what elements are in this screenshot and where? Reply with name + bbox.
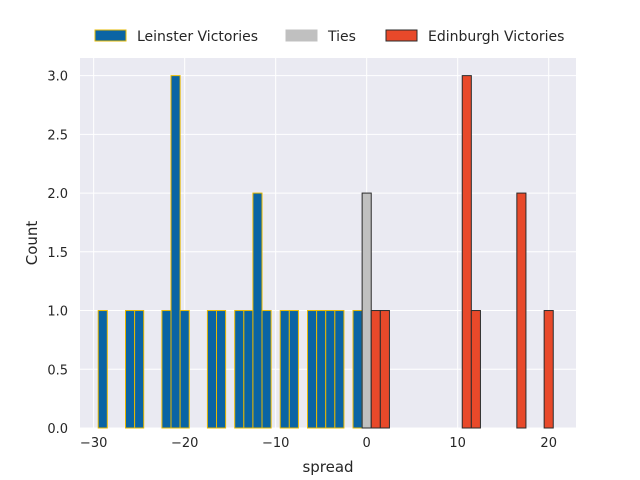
histogram-bar xyxy=(307,310,318,429)
histogram-bar xyxy=(516,192,527,429)
histogram-bar xyxy=(97,310,108,429)
histogram-bar xyxy=(279,310,290,429)
x-tick-label: 0 xyxy=(363,436,371,451)
histogram-bar xyxy=(261,310,272,429)
histogram-bar xyxy=(179,310,190,429)
histogram-bar xyxy=(252,192,263,429)
histogram-bar xyxy=(461,75,472,429)
x-tick-label: −20 xyxy=(171,436,198,451)
y-tick-label: 2.0 xyxy=(47,187,68,202)
x-tick-label: 10 xyxy=(449,436,466,451)
y-tick-label: 0.5 xyxy=(47,363,68,378)
histogram-bar xyxy=(216,310,227,429)
x-tick-label: −10 xyxy=(262,436,289,451)
histogram-bar xyxy=(543,310,554,429)
histogram-bar xyxy=(243,310,254,429)
histogram-bar xyxy=(134,310,145,429)
legend-label: Ties xyxy=(327,29,356,45)
y-axis-label: Count xyxy=(23,221,41,266)
histogram-bar xyxy=(352,310,363,429)
x-axis-label: spread xyxy=(302,458,353,476)
histogram-bar xyxy=(316,310,327,429)
histogram-bar xyxy=(370,310,381,429)
y-tick-label: 3.0 xyxy=(47,70,68,85)
histogram-bar xyxy=(325,310,336,429)
histogram-bar xyxy=(234,310,245,429)
legend-label: Leinster Victories xyxy=(137,29,258,45)
histogram-bar xyxy=(206,310,218,429)
legend-label: Edinburgh Victories xyxy=(428,29,564,45)
histogram-bar xyxy=(361,192,372,429)
legend: Leinster Victories Ties Edinburgh Victorie… xyxy=(94,29,564,45)
legend-swatch xyxy=(285,29,318,42)
y-tick-label: 2.5 xyxy=(47,128,68,143)
x-axis-ticks: −30 −20 −10 0 10 20 xyxy=(80,436,557,451)
histogram-bar xyxy=(470,310,481,429)
histogram-bar xyxy=(379,310,390,429)
histogram-bar xyxy=(170,75,181,429)
histogram-bar xyxy=(161,310,172,429)
y-tick-label: 1.5 xyxy=(47,246,68,261)
y-tick-label: 0.0 xyxy=(47,422,68,437)
x-tick-label: −30 xyxy=(80,436,107,451)
y-tick-label: 1.0 xyxy=(47,305,68,320)
legend-swatch xyxy=(385,29,418,42)
legend-swatch xyxy=(94,29,127,42)
histogram-bar xyxy=(288,310,299,429)
x-tick-label: 20 xyxy=(540,436,557,451)
y-axis-ticks: 0.0 0.5 1.0 1.5 2.0 2.5 3.0 xyxy=(47,70,68,437)
bars-layer xyxy=(97,75,554,429)
histogram-bar xyxy=(125,310,136,429)
histogram-bar xyxy=(334,310,345,429)
